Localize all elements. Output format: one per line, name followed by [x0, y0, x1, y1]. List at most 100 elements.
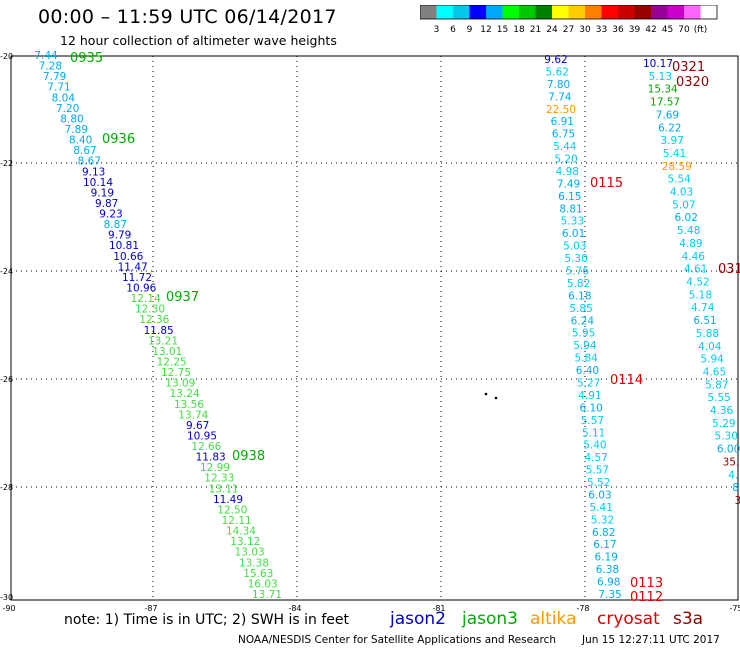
- swh-value: 4.: [728, 469, 738, 481]
- swh-value: 9.79: [108, 230, 131, 242]
- swh-value: 13.03: [235, 547, 265, 559]
- legend-swatch: [601, 5, 618, 19]
- swh-value: 5.27: [577, 377, 600, 389]
- y-tick-label: -22: [0, 159, 13, 168]
- swh-value: 7.79: [43, 71, 66, 83]
- swh-value: 13.74: [178, 409, 208, 421]
- swh-value: 15.63: [243, 568, 273, 580]
- x-tick-label: -90: [2, 604, 15, 613]
- legend-label: 39: [629, 25, 641, 35]
- legend-label: (ft): [694, 25, 708, 35]
- swh-value: 12.99: [200, 462, 230, 474]
- swh-value: 4.91: [578, 390, 601, 402]
- swh-value: 6.17: [593, 539, 616, 551]
- swh-value: 6.98: [597, 577, 620, 589]
- legend-swatch: [453, 5, 470, 19]
- swh-value: 9.62: [544, 54, 567, 66]
- swh-value: 5.82: [567, 278, 590, 290]
- swh-value: 12.25: [157, 356, 187, 368]
- swh-value: 12.11: [222, 515, 252, 527]
- pass-time-label: 0115: [590, 176, 623, 191]
- swh-value: 6.40: [576, 365, 599, 377]
- swh-value: 13.24: [170, 388, 200, 400]
- swh-value: 7.28: [39, 61, 62, 73]
- pass-time-label: 0320: [676, 75, 709, 90]
- legend-swatch: [700, 5, 717, 19]
- swh-value: 7.74: [548, 91, 572, 103]
- legend-swatch: [552, 5, 569, 19]
- swh-value: 5.40: [583, 440, 606, 452]
- swh-value: 12.36: [139, 314, 169, 326]
- swh-value: 6.01: [562, 228, 585, 240]
- swh-value: 5.44: [553, 141, 577, 153]
- swh-value: 4.04: [698, 341, 722, 353]
- swh-value: 6.10: [579, 402, 602, 414]
- swh-value: 6.00: [717, 444, 740, 456]
- y-tick-label: -28: [0, 483, 13, 492]
- swh-value: 3: [735, 495, 740, 507]
- swh-value: 5.03: [563, 241, 586, 253]
- pass-time-label: 0114: [610, 373, 643, 388]
- swh-value: 5.30: [564, 253, 587, 265]
- page-title: 00:00 – 11:59 UTC 06/14/2017: [38, 6, 337, 28]
- pass-time-label: 0935: [70, 51, 103, 66]
- swh-value: 6.03: [588, 489, 611, 501]
- pass-time-label: 031: [718, 262, 740, 277]
- swh-value: 14.34: [226, 526, 256, 538]
- swh-value: 4.89: [679, 238, 702, 250]
- swh-value: 9.19: [91, 187, 114, 199]
- satellite-label-s3a: s3a: [673, 609, 704, 629]
- swh-value: 8.04: [52, 92, 76, 104]
- island-dot: [484, 392, 488, 396]
- swh-value: 9.23: [99, 209, 122, 221]
- swh-value: 6.38: [596, 564, 619, 576]
- color-legend: 3 6 9 12 15 18 21 24 27 30 33 36 39 42 45 70 (ft): [420, 5, 718, 35]
- swh-value: 10.14: [83, 177, 113, 189]
- legend-swatch: [634, 5, 651, 19]
- swh-value: 7.20: [56, 103, 79, 115]
- swh-value: 9.13: [82, 166, 105, 178]
- footer-credit: NOAA/NESDIS Center for Satellite Applica…: [238, 634, 556, 646]
- swh-value: 12.75: [161, 367, 191, 379]
- swh-value: 6.24: [571, 315, 595, 327]
- x-tick-label: -78: [576, 604, 589, 613]
- swh-value: 5.62: [546, 66, 569, 78]
- swh-value: 5.48: [677, 225, 700, 237]
- swh-value: 13.21: [148, 335, 178, 347]
- swh-value: 8.81: [559, 203, 582, 215]
- swh-value: 7.80: [547, 79, 570, 91]
- swh-value: 5.41: [590, 502, 613, 514]
- satellite-label-jason2: jason2: [390, 609, 446, 629]
- legend-label: 9: [467, 25, 473, 35]
- swh-value: 8.80: [60, 113, 83, 125]
- swh-value: 9.67: [186, 420, 209, 432]
- swh-value: 12.33: [204, 473, 234, 485]
- swh-value: 5.95: [572, 328, 595, 340]
- map-frame: [10, 55, 739, 601]
- swh-value: 12.50: [217, 504, 247, 516]
- swh-value: 6.19: [595, 552, 618, 564]
- pass-time-label: 0937: [166, 290, 199, 305]
- swh-value: 8: [732, 482, 739, 494]
- pass-time-label: 0113: [630, 576, 663, 591]
- legend-frame: [420, 5, 718, 20]
- island-dot: [494, 396, 498, 400]
- y-tick-label: -24: [0, 267, 13, 276]
- swh-value: 22.50: [546, 104, 576, 116]
- swh-value: 11.83: [196, 452, 226, 464]
- swh-value: 13.09: [165, 378, 195, 390]
- swh-value: 4.36: [710, 405, 734, 417]
- swh-value: 12.30: [135, 304, 165, 316]
- legend-swatch: [436, 5, 453, 19]
- legend-swatch: [420, 5, 437, 19]
- swh-value: 7.89: [65, 124, 88, 136]
- swh-value: 13.38: [239, 557, 269, 569]
- swh-value: 10.66: [113, 251, 143, 263]
- swh-value: 11.49: [213, 494, 243, 506]
- swh-value: 8.67: [73, 145, 96, 157]
- swh-value: 6.02: [675, 212, 698, 224]
- legend-label: 33: [596, 25, 607, 35]
- swh-value: 16.03: [248, 578, 278, 590]
- x-tick-label: -75: [729, 604, 740, 613]
- legend-swatch: [684, 5, 701, 19]
